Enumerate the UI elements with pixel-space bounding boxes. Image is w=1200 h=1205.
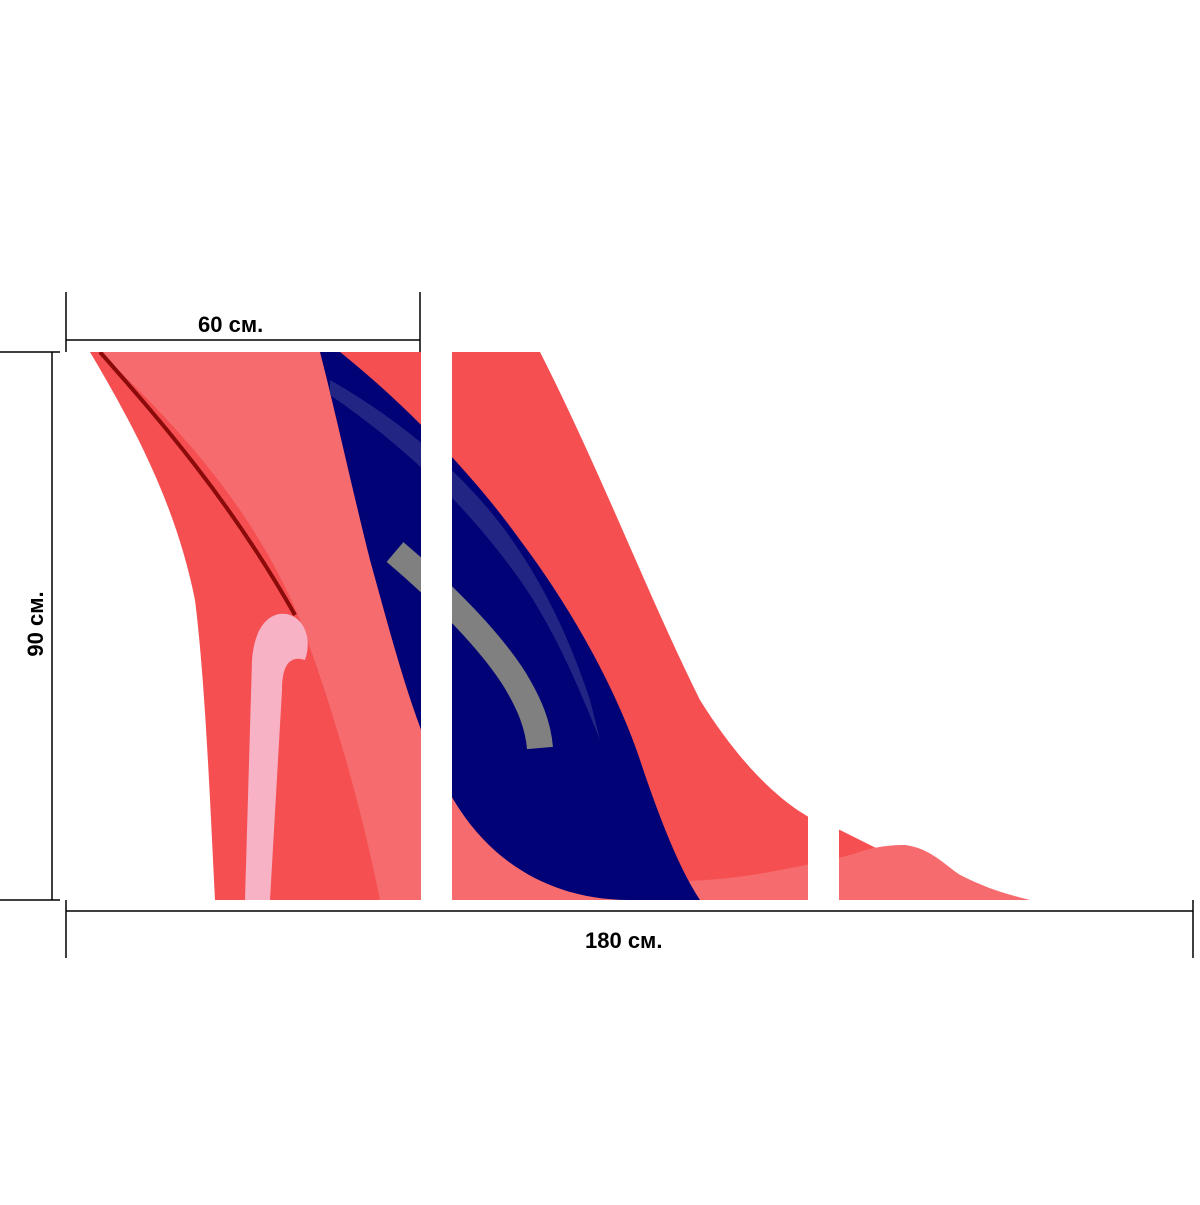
shoe-front-panel <box>100 352 1030 900</box>
panel-width-label: 60 см. <box>198 312 264 337</box>
shoe-toe <box>840 845 1030 900</box>
heel-highlight <box>245 613 308 900</box>
dimension-lines <box>0 292 1194 958</box>
panel-gap-left-edge <box>58 345 66 905</box>
panel-gap-2 <box>808 345 839 905</box>
panel-gap-1 <box>421 345 452 905</box>
height-label: 90 см. <box>23 591 48 657</box>
total-width-label: 180 см. <box>585 928 663 953</box>
shoe-artwork <box>90 352 1030 900</box>
shoe-insole <box>320 352 700 900</box>
shoe-stitch-line <box>98 352 297 616</box>
